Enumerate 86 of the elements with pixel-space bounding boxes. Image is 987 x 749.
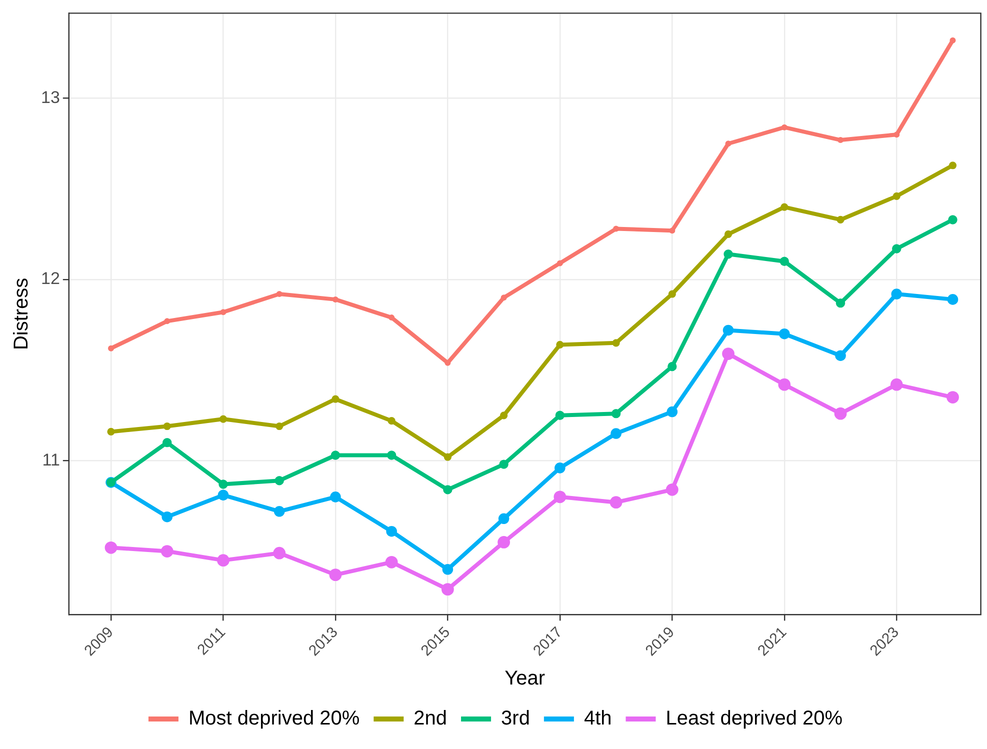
point [500,412,508,420]
y-tick-label: 13 [40,88,60,108]
point [388,417,396,425]
point [836,298,846,308]
point [442,564,454,575]
point [724,250,733,259]
point [669,228,676,234]
point [441,583,454,596]
point [613,226,620,232]
point [273,546,286,560]
point [610,496,622,509]
point [385,556,398,568]
point [163,422,171,430]
y-tick-label: 12 [40,269,60,288]
point [218,490,229,501]
point [444,360,451,366]
point [891,288,902,300]
point [666,483,678,496]
point [108,345,114,352]
point [950,37,956,44]
point [836,216,844,224]
point [160,545,174,558]
y-tick-label: 11 [42,450,60,470]
point [890,378,903,391]
legend-label: 2nd [414,708,448,730]
point [104,541,118,554]
point [948,215,958,224]
point [444,453,452,461]
point [218,480,228,489]
point [219,415,228,423]
point [892,192,900,200]
legend-label: 3rd [501,708,530,730]
point [499,460,508,469]
point [274,476,284,486]
point [388,314,395,321]
point [948,162,957,170]
point [107,428,115,436]
point [332,395,340,403]
point [725,140,732,147]
point [555,410,565,420]
point [274,506,285,517]
point [330,450,340,460]
point [947,294,958,305]
point [722,324,734,336]
point [556,340,564,349]
point [612,339,620,347]
point [892,244,902,254]
y-axis-title: Distress [10,278,33,350]
point [164,318,170,324]
point [778,328,790,340]
point [894,132,900,138]
point [498,513,510,524]
point [386,526,397,537]
point [946,391,959,404]
point [722,348,734,360]
point [556,260,563,266]
point [386,450,396,460]
point [611,408,621,418]
point [162,511,173,522]
point [780,256,789,266]
point [498,536,510,548]
point [443,485,452,494]
point [668,362,677,372]
point [610,428,622,439]
legend-label: 4th [584,708,612,730]
point [330,492,341,502]
point [834,407,847,420]
x-axis-title: Year [504,668,546,690]
legend-label: Most deprived 20% [188,708,360,730]
legend-label: Least deprived 20% [666,708,843,730]
point [781,124,788,130]
point [329,568,342,582]
point [554,490,566,504]
point [500,294,507,301]
point [668,290,676,298]
point [162,438,172,448]
point [724,230,732,238]
point [217,554,230,567]
point [220,309,226,316]
point [554,462,566,474]
point [666,406,678,418]
point [778,378,791,391]
point [276,422,284,430]
point [276,291,282,298]
point [780,203,788,211]
point [835,350,846,362]
